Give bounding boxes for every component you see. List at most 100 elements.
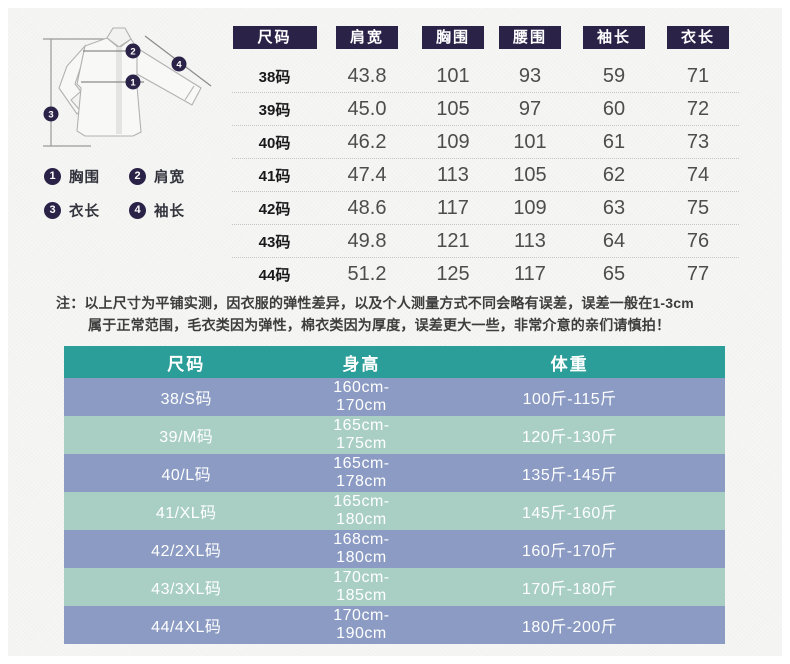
fit-weight-cell: 100斤-115斤 bbox=[522, 391, 617, 408]
fit-header-size: 尺码 bbox=[167, 354, 206, 374]
length-cell: 75 bbox=[686, 196, 710, 219]
fit-header-height: 身高 bbox=[342, 354, 381, 374]
legend-number-4: 4 bbox=[129, 202, 146, 219]
note-prefix: 注： bbox=[56, 295, 85, 311]
fit-size-cell: 40/L码 bbox=[161, 467, 212, 484]
svg-text:2: 2 bbox=[130, 46, 135, 57]
waist-cell: 101 bbox=[513, 130, 547, 153]
table-row: 42码 48.6 117 109 63 75 bbox=[232, 192, 739, 225]
shoulder-cell: 43.8 bbox=[347, 64, 387, 87]
size-table-body: 38码 43.8 101 93 59 71 39码 45.0 105 97 60… bbox=[232, 60, 739, 291]
fit-table: 尺码 身高 体重 38/S码 160cm-170cm 100斤-115斤 39/… bbox=[64, 346, 725, 644]
legend-item-sleeve: 4 袖长 bbox=[129, 200, 214, 221]
table-row: 44码 51.2 125 117 65 77 bbox=[232, 258, 739, 291]
size-table-header: 尺码 肩宽 胸围 腰围 袖长 衣长 bbox=[232, 26, 739, 49]
waist-cell: 93 bbox=[518, 64, 542, 87]
fit-weight-cell: 180斤-200斤 bbox=[522, 619, 618, 636]
fit-size-cell: 42/2XL码 bbox=[151, 543, 222, 560]
header-length: 衣长 bbox=[667, 26, 729, 49]
fit-height-cell: 170cm-185cm bbox=[333, 569, 390, 604]
fit-weight-cell: 170斤-180斤 bbox=[522, 581, 618, 598]
measurement-note: 注：以上尺寸为平铺实测，因衣服的弹性差异，以及个人测量方式不同会略有误差，误差一… bbox=[56, 292, 758, 336]
size-cell: 40码 bbox=[258, 134, 291, 152]
fit-weight-cell: 120斤-130斤 bbox=[522, 429, 618, 446]
legend-label-chest: 胸围 bbox=[69, 170, 100, 186]
length-cell: 77 bbox=[686, 263, 710, 285]
size-cell: 41码 bbox=[258, 167, 291, 185]
header-shoulder: 肩宽 bbox=[336, 26, 398, 49]
chest-cell: 125 bbox=[436, 263, 470, 285]
fit-weight-cell: 135斤-145斤 bbox=[522, 467, 618, 484]
marker-2-shoulder bbox=[125, 43, 141, 59]
table-row: 40码 46.2 109 101 61 73 bbox=[232, 126, 739, 159]
sleeve-cell: 59 bbox=[602, 64, 626, 87]
note-line-2: 属于正常范围，毛衣类因为弹性，棉衣类因为厚度，误差更大一些，非常介意的亲们请慎拍… bbox=[88, 317, 671, 333]
fit-table-header: 尺码 身高 体重 bbox=[64, 346, 725, 378]
size-cell: 44码 bbox=[258, 267, 291, 284]
chest-cell: 121 bbox=[436, 229, 470, 252]
size-cell: 38码 bbox=[258, 68, 291, 86]
table-row: 39码 45.0 105 97 60 72 bbox=[232, 93, 739, 126]
shoulder-cell: 47.4 bbox=[347, 163, 387, 186]
table-row: 39/M码 165cm-175cm 120斤-130斤 bbox=[64, 416, 725, 454]
header-size: 尺码 bbox=[232, 26, 317, 49]
marker-3-length bbox=[43, 106, 59, 122]
fit-height-cell: 165cm-178cm bbox=[333, 455, 390, 490]
legend-label-sleeve: 袖长 bbox=[154, 204, 185, 220]
sleeve-cell: 60 bbox=[602, 97, 626, 120]
shoulder-cell: 46.2 bbox=[347, 130, 387, 153]
table-row: 44/4XL码 170cm-190cm 180斤-200斤 bbox=[64, 606, 725, 644]
svg-text:4: 4 bbox=[176, 59, 182, 70]
shoulder-cell: 51.2 bbox=[347, 263, 387, 285]
fit-height-cell: 165cm-175cm bbox=[333, 417, 390, 452]
shirt-diagram-svg: 2 1 4 3 bbox=[43, 27, 212, 147]
shirt-outline bbox=[58, 27, 202, 137]
chest-cell: 105 bbox=[436, 97, 470, 120]
legend-item-chest: 1 胸围 bbox=[44, 166, 129, 187]
sleeve-cell: 65 bbox=[602, 263, 626, 285]
length-cell: 71 bbox=[686, 64, 710, 87]
waist-cell: 97 bbox=[518, 97, 542, 120]
legend-label-length: 衣长 bbox=[69, 204, 100, 220]
header-sleeve: 袖长 bbox=[583, 26, 645, 49]
fit-height-cell: 165cm-180cm bbox=[333, 493, 390, 528]
svg-text:3: 3 bbox=[48, 109, 53, 120]
fit-weight-cell: 145斤-160斤 bbox=[522, 505, 618, 522]
table-row: 41码 47.4 113 105 62 74 bbox=[232, 159, 739, 192]
diagram-markers: 2 1 4 3 bbox=[43, 43, 187, 122]
sleeve-cell: 61 bbox=[602, 130, 626, 153]
measure-legend: 1 胸围 2 肩宽 3 衣长 4 袖长 bbox=[44, 166, 214, 221]
waist-cell: 113 bbox=[514, 229, 546, 252]
fit-height-cell: 168cm-180cm bbox=[333, 531, 390, 566]
legend-number-3: 3 bbox=[44, 202, 61, 219]
table-row: 38/S码 160cm-170cm 100斤-115斤 bbox=[64, 378, 725, 416]
marker-1-chest bbox=[125, 74, 141, 90]
fit-size-cell: 38/S码 bbox=[160, 391, 212, 408]
size-cell: 39码 bbox=[258, 101, 291, 119]
shoulder-cell: 48.6 bbox=[347, 196, 387, 219]
header-waist: 腰围 bbox=[499, 26, 561, 49]
size-cell: 43码 bbox=[258, 233, 291, 251]
fit-height-cell: 160cm-170cm bbox=[333, 379, 390, 414]
note-text-1: 以上尺寸为平铺实测，因衣服的弹性差异，以及个人测量方式不同会略有误差，误差一般在… bbox=[84, 295, 694, 311]
table-row: 43/3XL码 170cm-185cm 170斤-180斤 bbox=[64, 568, 725, 606]
waist-cell: 105 bbox=[513, 163, 547, 186]
waist-cell: 117 bbox=[514, 263, 546, 285]
shirt-diagram: 2 1 4 3 bbox=[25, 26, 230, 166]
waist-cell: 109 bbox=[513, 196, 547, 219]
sleeve-cell: 62 bbox=[602, 163, 626, 186]
sleeve-cell: 63 bbox=[602, 196, 626, 219]
table-row: 42/2XL码 168cm-180cm 160斤-170斤 bbox=[64, 530, 725, 568]
length-cell: 74 bbox=[686, 163, 710, 186]
sleeve-cell: 64 bbox=[602, 229, 626, 252]
table-row: 43码 49.8 121 113 64 76 bbox=[232, 225, 739, 258]
length-cell: 73 bbox=[686, 130, 710, 153]
fit-header-weight: 体重 bbox=[550, 354, 589, 374]
note-line-1: 注：以上尺寸为平铺实测，因衣服的弹性差异，以及个人测量方式不同会略有误差，误差一… bbox=[56, 292, 758, 314]
marker-4-sleeve bbox=[171, 56, 187, 72]
fit-height-cell: 170cm-190cm bbox=[333, 607, 390, 642]
fit-size-cell: 39/M码 bbox=[159, 429, 214, 446]
header-chest: 胸围 bbox=[422, 26, 484, 49]
table-row: 40/L码 165cm-178cm 135斤-145斤 bbox=[64, 454, 725, 492]
